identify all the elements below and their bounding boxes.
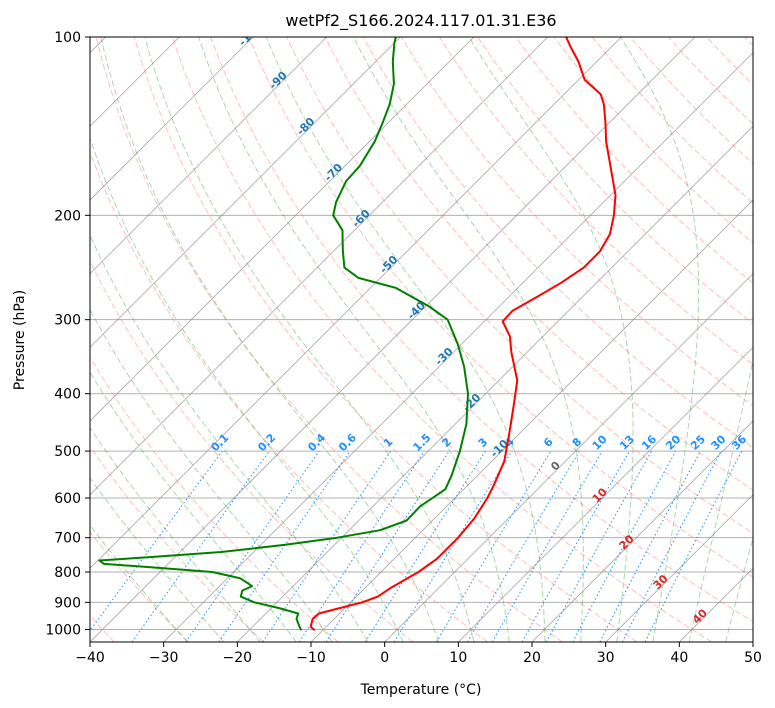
x-tick-label: 20 bbox=[523, 650, 541, 666]
isotherm-line bbox=[605, 494, 753, 642]
y-tick-label: 100 bbox=[54, 30, 81, 46]
dry-adiabat bbox=[90, 356, 339, 642]
dry-adiabat bbox=[90, 150, 488, 642]
x-tick-label: −30 bbox=[149, 650, 179, 666]
y-axis-label: Pressure (hPa) bbox=[12, 290, 28, 390]
isotherm-line bbox=[90, 37, 401, 348]
x-tick-label: 50 bbox=[744, 650, 762, 666]
x-tick-label: 40 bbox=[670, 650, 688, 666]
mixing-ratio-line bbox=[325, 450, 450, 642]
moist-adiabat bbox=[90, 524, 188, 642]
y-tick-label: 500 bbox=[54, 444, 81, 460]
plot-area: 0.10.20.40.611.52346810131620253036-100-… bbox=[90, 20, 753, 642]
dry-adiabat bbox=[90, 445, 264, 642]
x-axis-label: Temperature (°C) bbox=[360, 682, 482, 698]
mixing-ratio-line bbox=[572, 450, 677, 642]
moist-adiabat bbox=[90, 371, 297, 642]
x-tick-label: 30 bbox=[597, 650, 615, 666]
isotherm-line bbox=[237, 125, 753, 642]
x-tick-label: −10 bbox=[296, 650, 326, 666]
dry-adiabat bbox=[95, 37, 563, 642]
moist-adiabat bbox=[620, 37, 700, 642]
moist-adiabat bbox=[353, 37, 584, 642]
y-tick-label: 800 bbox=[54, 565, 81, 581]
isotherm-line bbox=[163, 52, 753, 642]
mixing-ratio-line bbox=[262, 450, 392, 642]
x-tick-label: 10 bbox=[449, 650, 467, 666]
y-tick-label: 900 bbox=[54, 595, 81, 611]
y-tick-label: 600 bbox=[54, 491, 81, 507]
moist-adiabat bbox=[265, 37, 546, 642]
mixing-ratio-line bbox=[131, 450, 270, 642]
isotherm-line bbox=[531, 420, 753, 642]
temperature-profile bbox=[309, 37, 617, 631]
isotherm-line bbox=[90, 37, 696, 642]
y-tick-label: 400 bbox=[54, 387, 81, 403]
dry-adiabat bbox=[515, 37, 753, 284]
chart-title: wetPf2_S166.2024.117.01.31.E36 bbox=[285, 11, 556, 31]
x-tick-label: −20 bbox=[223, 650, 253, 666]
isotherm-line bbox=[384, 273, 753, 642]
dry-adiabat bbox=[210, 37, 753, 623]
moist-adiabat bbox=[90, 477, 225, 642]
moist-adiabat bbox=[100, 37, 439, 642]
mixing-ratio-line bbox=[90, 450, 223, 632]
dry-adiabat bbox=[133, 37, 638, 642]
dewpoint-profile bbox=[98, 37, 469, 631]
isotherm-line bbox=[90, 37, 475, 422]
isotherm-line bbox=[458, 346, 753, 642]
moist-adiabat bbox=[90, 426, 261, 642]
mixing-ratio-line bbox=[185, 450, 320, 642]
moist-adiabat bbox=[688, 358, 753, 642]
mixing-ratio-line bbox=[218, 450, 351, 642]
isotherm-line bbox=[90, 37, 622, 569]
dry-adiabat bbox=[171, 37, 712, 642]
isotherm-line bbox=[90, 37, 548, 496]
dry-adiabat bbox=[286, 37, 753, 534]
x-tick-label: −40 bbox=[75, 650, 105, 666]
x-tick-label: 0 bbox=[380, 650, 389, 666]
axes-frame bbox=[89, 36, 754, 643]
moist-adiabat bbox=[90, 136, 404, 642]
mixing-ratio-line bbox=[545, 450, 653, 642]
y-tick-label: 200 bbox=[54, 208, 81, 224]
mixing-ratio-line bbox=[521, 450, 630, 642]
plot-border bbox=[89, 36, 754, 643]
mixing-ratio-line bbox=[393, 450, 513, 642]
moist-adiabat bbox=[90, 234, 369, 642]
y-tick-label: 1000 bbox=[45, 622, 81, 638]
dry-adiabat bbox=[90, 531, 190, 642]
dry-adiabat bbox=[400, 37, 753, 407]
dry-adiabat bbox=[439, 37, 753, 365]
y-tick-label: 700 bbox=[54, 531, 81, 547]
axis-ticks: −40 −30 −20 −10 0 10 20 30 40 50 100 200 300 400 500 60… bbox=[45, 30, 762, 666]
isotherm-line bbox=[90, 37, 254, 201]
dry-adiabat bbox=[90, 259, 414, 642]
dry-adiabat bbox=[248, 37, 753, 578]
moist-adiabat bbox=[144, 37, 475, 642]
y-tick-label: 300 bbox=[54, 313, 81, 329]
mixing-ratio-line bbox=[644, 450, 743, 642]
moist-adiabat bbox=[198, 37, 510, 642]
isotherm-line bbox=[90, 37, 327, 275]
isotherm-label: -100 bbox=[236, 20, 265, 49]
